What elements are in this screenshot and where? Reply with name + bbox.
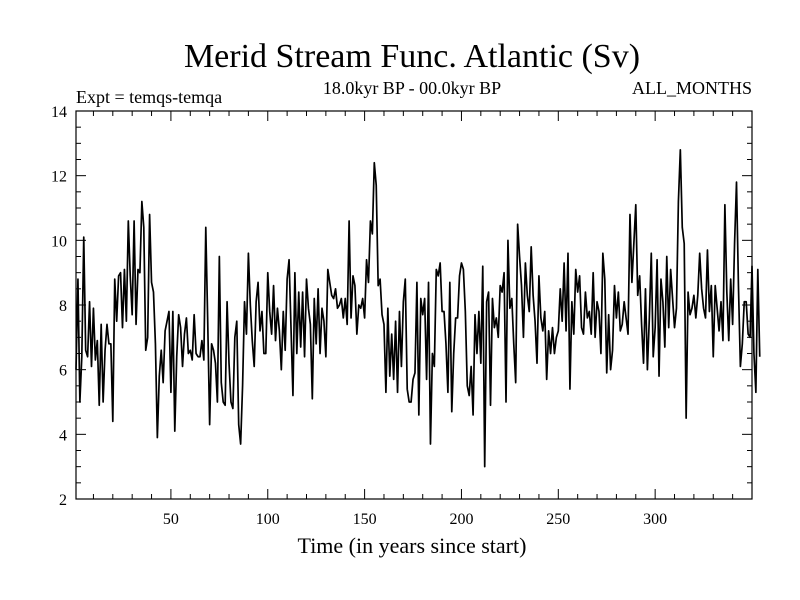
y-axis-tick-labels: 2 4 6 8 10 12 14 [51,104,67,509]
series-line [75,148,761,468]
y-tick-label: 2 [59,492,67,509]
chart-subtitle-center: 18.0kyr BP - 00.0kyr BP [323,78,501,98]
y-axis-ticks [76,110,752,500]
chart-subtitle-left: Expt = temqs-temqa [76,87,222,107]
plot-frame [75,110,753,500]
y-tick-label: 4 [59,427,67,444]
y-tick-label: 12 [51,169,67,186]
y-tick-label: 10 [51,233,67,250]
chart-title: Merid Stream Func. Atlantic (Sv) [184,38,640,75]
x-axis-label: Time (in years since start) [298,533,527,558]
x-tick-label: 100 [256,511,280,528]
x-tick-label: 50 [163,511,179,528]
x-tick-label: 250 [546,511,570,528]
x-axis-tick-labels: 50 100 150 200 250 300 [163,511,667,528]
y-tick-label: 8 [59,298,67,315]
y-tick-label: 14 [51,104,67,121]
x-tick-label: 300 [643,511,667,528]
x-tick-label: 200 [449,511,473,528]
x-axis-ticks [92,111,753,499]
chart-subtitle-right: ALL_MONTHS [632,78,752,98]
x-tick-label: 150 [353,511,377,528]
y-tick-label: 6 [59,363,67,380]
